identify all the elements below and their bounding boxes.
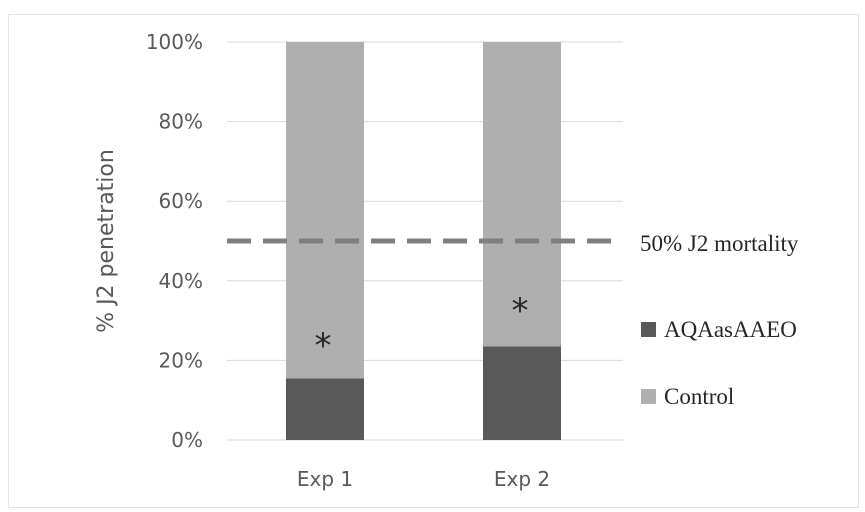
y-tick-label: 20% bbox=[159, 348, 203, 372]
significance-star: * bbox=[315, 326, 332, 366]
significance-annotations: ** bbox=[315, 291, 529, 366]
bar-control-exp-2 bbox=[483, 42, 561, 347]
legend-label-control: Control bbox=[664, 384, 734, 409]
significance-star: * bbox=[512, 291, 529, 331]
bar-aqaasaaeo-exp-1 bbox=[286, 378, 364, 440]
chart-frame bbox=[8, 14, 859, 508]
x-tick-labels: Exp 1 Exp 2 bbox=[297, 467, 550, 491]
legend-swatch-control bbox=[641, 389, 656, 404]
x-tick-label: Exp 2 bbox=[494, 467, 550, 491]
y-axis-label: % J2 penetration bbox=[94, 149, 119, 333]
bars bbox=[286, 42, 561, 440]
bar-control-exp-1 bbox=[286, 42, 364, 379]
y-tick-label: 100% bbox=[146, 30, 203, 54]
y-tick-labels: 0% 20% 40% 60% 80% 100% bbox=[146, 30, 203, 452]
y-tick-label: 80% bbox=[159, 110, 203, 134]
legend: AQAasAAEO Control bbox=[641, 317, 797, 409]
reference-line-label: 50% J2 mortality bbox=[640, 231, 799, 256]
legend-swatch-aqaasaaeo bbox=[641, 322, 656, 337]
y-tick-label: 40% bbox=[159, 269, 203, 293]
bar-aqaasaaeo-exp-2 bbox=[483, 346, 561, 440]
y-tick-label: 0% bbox=[171, 428, 203, 452]
reference-line-group: 50% J2 mortality bbox=[227, 231, 799, 256]
y-tick-label: 60% bbox=[159, 189, 203, 213]
legend-label-aqaasaaeo: AQAasAAEO bbox=[664, 317, 797, 342]
x-tick-label: Exp 1 bbox=[297, 467, 353, 491]
